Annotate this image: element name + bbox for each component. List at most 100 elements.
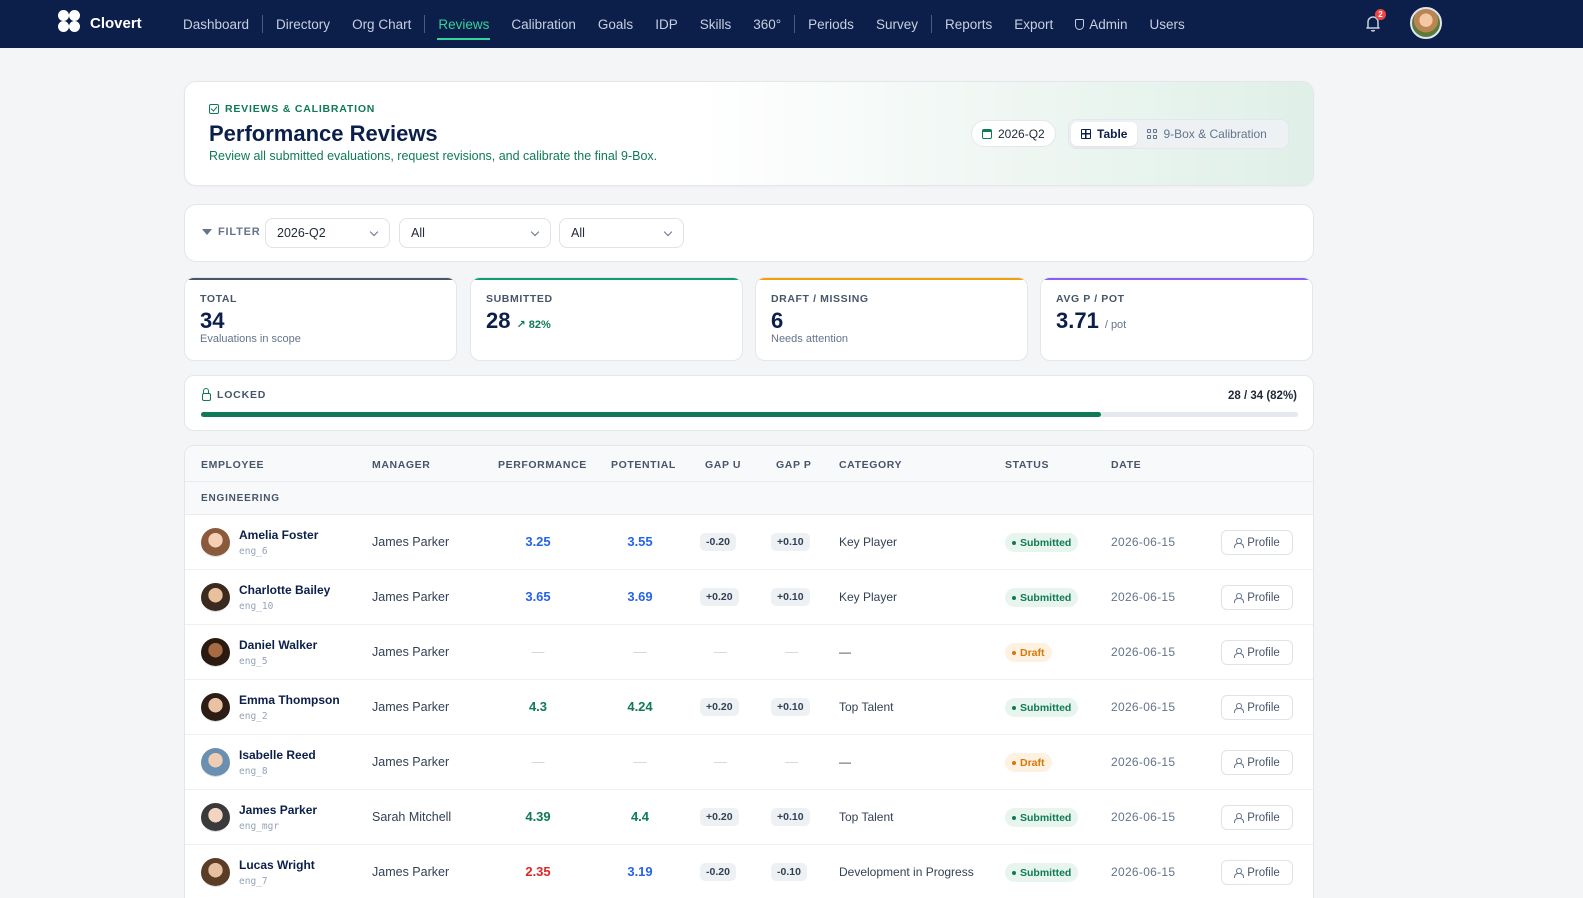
brand[interactable]: Clovert [58,10,142,36]
shield-icon [1075,18,1085,30]
user-avatar[interactable] [1410,7,1442,39]
trend-value: 82% [528,319,551,331]
profile-button[interactable]: Profile [1221,640,1293,665]
employee-name[interactable]: Daniel Walker [239,638,318,652]
view-table-label: Table [1097,127,1128,141]
column-potential[interactable]: POTENTIAL [611,459,676,471]
nav-item-admin-label: Admin [1089,16,1128,32]
profile-button[interactable]: Profile [1221,805,1293,830]
gap-p: — [785,754,798,769]
employee-id: eng_6 [239,546,268,557]
nav-item-directory[interactable]: Directory [276,16,331,32]
employee-name[interactable]: Amelia Foster [239,528,319,542]
column-gap-u[interactable]: GAP U [705,459,742,471]
profile-button[interactable]: Profile [1221,750,1293,775]
avatar [201,858,230,887]
status-filter-select[interactable]: All [559,218,684,248]
top-nav: Clovert Dashboard Directory Org Chart Re… [0,0,1583,48]
column-date[interactable]: DATE [1111,459,1142,471]
performance-score: 4.39 [525,809,551,824]
nav-item-admin[interactable]: Admin [1064,0,1138,48]
brand-name: Clovert [90,14,142,32]
table-row[interactable]: Isabelle Reed eng_8 James Parker — — — — — Draft… [185,735,1313,790]
employee-id: eng_5 [239,656,268,667]
employee-name[interactable]: Emma Thompson [239,693,340,707]
nav-item-export[interactable]: Export [1014,16,1054,32]
filter-label-text: FILTER [218,226,261,238]
table-row[interactable]: Amelia Foster eng_6 James Parker 3.25 3.55 -0… [185,515,1313,570]
category: Top Talent [839,700,894,714]
table-row[interactable]: James Parker eng_mgr Sarah Mitchell 4.39 4.4… [185,790,1313,845]
column-performance[interactable]: PERFORMANCE [498,459,587,471]
profile-button-label: Profile [1247,701,1280,714]
status-badge: Submitted [1005,863,1079,882]
table-row[interactable]: Charlotte Bailey eng_10 James Parker 3.65 3.… [185,570,1313,625]
stat-accent-bar [471,278,742,280]
nav-item-dashboard[interactable]: Dashboard [183,16,250,32]
column-gap-p[interactable]: GAP P [776,459,812,471]
status-badge: Submitted [1005,808,1079,827]
profile-button[interactable]: Profile [1221,585,1293,610]
profile-button-label: Profile [1247,591,1280,604]
nav-item-360[interactable]: 360° [753,16,782,32]
employee-name[interactable]: Charlotte Bailey [239,583,331,597]
nav-item-survey[interactable]: Survey [875,16,918,32]
notification-badge: 2 [1375,9,1386,20]
view-9box-button[interactable]: 9-Box & Calibration [1137,122,1276,146]
stat-value: 28 ↗ 82% [486,308,551,334]
nav-item-org-chart[interactable]: Org Chart [352,16,412,32]
manager-name: James Parker [372,700,450,714]
employee-name[interactable]: James Parker [239,803,318,817]
nav-item-goals[interactable]: Goals [597,16,634,32]
nav-item-reviews[interactable]: Reviews [427,0,500,48]
nav-separator [794,15,796,33]
profile-button[interactable]: Profile [1221,695,1293,720]
profile-button[interactable]: Profile [1221,860,1293,885]
potential-score: — [633,754,647,769]
stat-subtext: Evaluations in scope [200,333,301,345]
table-row[interactable]: Emma Thompson eng_2 James Parker 4.3 4.24 +0.… [185,680,1313,735]
stat-value: 34 [200,308,224,334]
nav-item-users[interactable]: Users [1149,16,1185,32]
nav-item-skills[interactable]: Skills [699,16,732,32]
nav-item-periods[interactable]: Periods [808,16,854,32]
status-dot [1012,705,1016,710]
category: Development in Progress [839,865,974,879]
status-text: Submitted [1020,536,1072,549]
avatar [201,803,230,832]
column-employee[interactable]: EMPLOYEE [201,459,265,471]
profile-button[interactable]: Profile [1221,530,1293,555]
department-filter-select[interactable]: All [399,218,551,248]
manager-name: James Parker [372,865,450,879]
status-text: Draft [1020,756,1045,769]
stat-label: TOTAL [200,293,238,305]
view-table-button[interactable]: Table [1071,122,1138,146]
avatar [201,528,230,557]
review-date: 2026-06-15 [1111,700,1176,714]
review-date: 2026-06-15 [1111,865,1176,879]
column-category[interactable]: CATEGORY [839,459,903,471]
manager-name: James Parker [372,535,450,549]
category: — [839,755,851,769]
chevron-down-icon [530,227,540,237]
profile-button-label: Profile [1247,866,1280,879]
period-selector[interactable]: 2026-Q2 [971,120,1056,147]
manager-name: James Parker [372,645,450,659]
period-filter-select[interactable]: 2026-Q2 [265,218,390,248]
stat-value: 6 [771,308,783,334]
column-manager[interactable]: MANAGER [372,459,431,471]
employee-name[interactable]: Isabelle Reed [239,748,316,762]
column-status[interactable]: STATUS [1005,459,1050,471]
nav-item-reports[interactable]: Reports [944,16,993,32]
filter-bar: FILTER 2026-Q2 All All [184,204,1314,262]
stat-number: 6 [771,308,784,333]
table-row[interactable]: Daniel Walker eng_5 James Parker — — — — — Draft… [185,625,1313,680]
status-text: Submitted [1020,866,1072,879]
employee-id: eng_mgr [239,821,280,832]
employee-id: eng_7 [239,876,268,887]
table-row[interactable]: Lucas Wright eng_7 James Parker 2.35 3.19 -0.… [185,845,1313,898]
employee-name[interactable]: Lucas Wright [239,858,315,872]
nav-item-calibration[interactable]: Calibration [511,16,576,32]
nav-item-idp[interactable]: IDP [655,16,678,32]
chevron-down-icon [369,227,379,237]
